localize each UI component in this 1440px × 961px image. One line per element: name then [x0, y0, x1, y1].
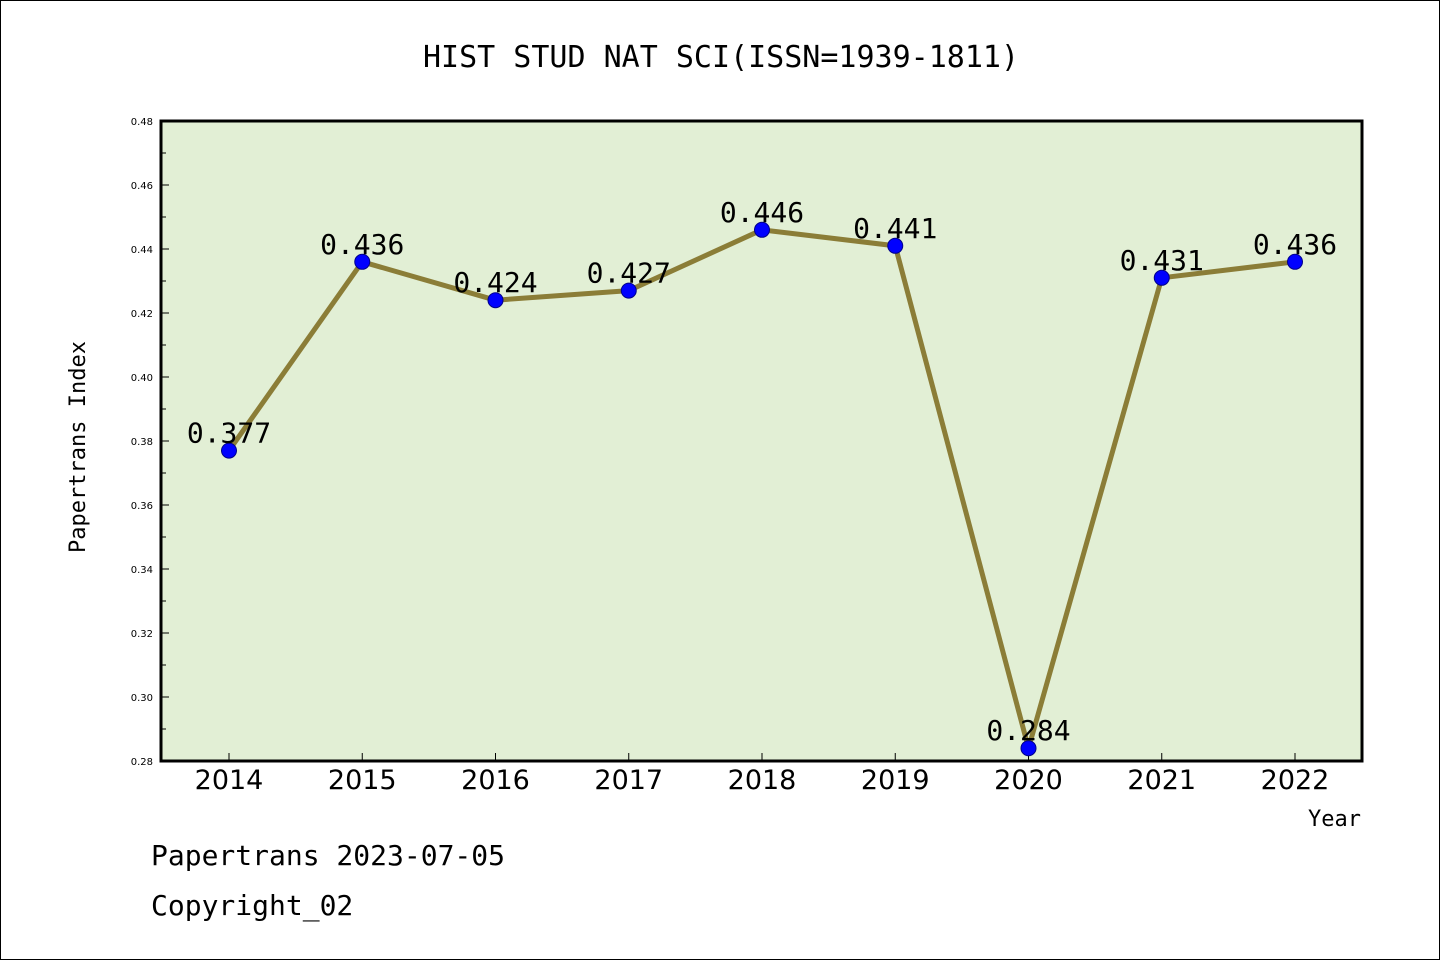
- x-tick-label: 2018: [728, 765, 797, 796]
- data-point: [754, 221, 770, 238]
- x-tick-label: 2017: [594, 765, 663, 796]
- y-tick-label: 0.28: [131, 757, 153, 768]
- data-point: [887, 237, 904, 254]
- data-label: 0.431: [1120, 244, 1204, 277]
- data-label: 0.436: [1253, 228, 1337, 261]
- x-axis: 2014 2015 2016 2017 2018 2019 2020 2021 2022: [195, 753, 1330, 796]
- data-point: [620, 282, 637, 299]
- data-label: 0.284: [986, 714, 1070, 747]
- data-label: 0.424: [453, 266, 537, 299]
- x-tick-label: 2022: [1261, 765, 1330, 796]
- x-tick-label: 2021: [1127, 765, 1196, 796]
- data-point: [1153, 269, 1170, 286]
- y-tick-label: 0.42: [131, 309, 153, 320]
- data-label: 0.446: [720, 196, 804, 229]
- data-label: 0.427: [587, 257, 671, 290]
- y-tick-label: 0.36: [131, 501, 153, 512]
- data-point: [1020, 740, 1037, 757]
- y-tick-label: 0.44: [131, 245, 153, 256]
- y-axis: 0.28 0.30 0.32 0.34 0.36 0.38 0.40 0.42 0.44 0.46…: [131, 117, 169, 768]
- x-tick-label: 2016: [461, 765, 530, 796]
- y-axis-label: Papertrans Index: [66, 341, 91, 553]
- y-tick-label: 0.34: [131, 565, 153, 576]
- footer-date: Papertrans 2023-07-05: [151, 839, 505, 872]
- y-tick-label: 0.38: [131, 437, 153, 448]
- data-point: [354, 253, 371, 270]
- y-tick-label: 0.32: [131, 629, 153, 640]
- data-point: [221, 442, 237, 459]
- y-tick-label: 0.30: [131, 693, 153, 704]
- data-label: 0.441: [853, 212, 937, 245]
- x-tick-label: 2019: [861, 765, 930, 796]
- y-tick-label: 0.40: [131, 373, 153, 384]
- data-point: [487, 292, 504, 309]
- y-tick-label: 0.48: [131, 117, 153, 128]
- series-points: [221, 221, 1303, 757]
- x-tick-label: 2015: [328, 765, 397, 796]
- footer-copyright: Copyright_02: [151, 889, 353, 923]
- x-axis-label: Year: [1308, 807, 1361, 832]
- data-point: [1287, 253, 1303, 270]
- data-label: 0.436: [320, 228, 404, 261]
- y-tick-label: 0.46: [131, 181, 153, 192]
- chart-title: HIST STUD NAT SCI(ISSN=1939-1811): [423, 40, 1019, 75]
- data-label: 0.377: [187, 417, 271, 450]
- data-labels: 0.377 0.436 0.424 0.427 0.446 0.441 0.284 0.431…: [187, 196, 1337, 747]
- x-tick-label: 2014: [195, 765, 264, 796]
- x-tick-label: 2020: [994, 765, 1063, 796]
